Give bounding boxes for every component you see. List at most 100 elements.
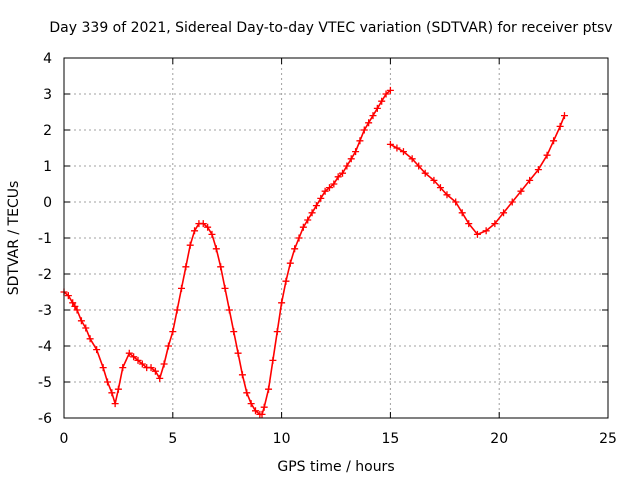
data-point [151, 367, 159, 375]
data-point [491, 220, 499, 228]
data-point [186, 241, 194, 249]
data-point [230, 328, 238, 336]
data-point [212, 245, 220, 253]
data-point [534, 166, 542, 174]
y-tick-label: 4 [43, 51, 52, 67]
data-point [258, 410, 266, 418]
data-point [273, 328, 281, 336]
data-point [138, 360, 146, 368]
data-point [299, 223, 307, 231]
data-point [339, 169, 347, 177]
data-point [182, 263, 190, 271]
data-point [82, 324, 90, 332]
data-point [191, 227, 199, 235]
data-point [415, 162, 423, 170]
data-point [556, 122, 564, 130]
data-point [243, 389, 251, 397]
data-point [291, 245, 299, 253]
data-point [247, 400, 255, 408]
data-point [93, 346, 101, 354]
data-point [217, 263, 225, 271]
data-point [156, 374, 164, 382]
data-point [73, 306, 81, 314]
y-tick-label: -5 [38, 375, 52, 391]
grid-lines [64, 58, 608, 418]
data-point [347, 155, 355, 163]
plot-frame [63, 57, 609, 419]
y-tick-label: -4 [38, 339, 52, 355]
data-point [104, 378, 112, 386]
data-point [321, 187, 329, 195]
data-point [125, 349, 133, 357]
series-sdtvar-late [386, 112, 568, 238]
data-point [452, 198, 460, 206]
y-tick-label: 1 [43, 159, 52, 175]
data-point [265, 385, 273, 393]
data-point [393, 144, 401, 152]
series-sdtvar-main [60, 86, 394, 418]
data-point [295, 234, 303, 242]
data-point [304, 216, 312, 224]
data-point [99, 364, 107, 372]
data-point [86, 335, 94, 343]
data-point [465, 220, 473, 228]
y-tick-labels: -6 -5 -4 -3 -2 -1 0 1 2 3 4 [38, 51, 52, 427]
data-point [251, 407, 259, 415]
y-tick-label: -2 [38, 267, 52, 283]
data-point [365, 119, 373, 127]
data-point [208, 230, 216, 238]
data-point [260, 403, 268, 411]
data-point [269, 356, 277, 364]
x-axis-label: GPS time / hours [277, 459, 394, 475]
data-point [234, 349, 242, 357]
data-point [325, 184, 333, 192]
data-point [71, 302, 79, 310]
x-tick-label: 15 [381, 431, 399, 447]
data-point [386, 140, 394, 148]
data-point [430, 176, 438, 184]
x-tick-label: 10 [273, 431, 291, 447]
data-point [526, 176, 534, 184]
data-point [508, 198, 516, 206]
data-point [178, 284, 186, 292]
data-point [286, 259, 294, 267]
data-point [343, 162, 351, 170]
x-tick-label: 5 [168, 431, 177, 447]
data-point [378, 97, 386, 105]
data-point [64, 292, 72, 300]
data-point [134, 356, 142, 364]
data-point [69, 299, 77, 307]
data-point [386, 86, 394, 94]
data-point [399, 148, 407, 156]
data-point [204, 223, 212, 231]
data-point [169, 328, 177, 336]
x-tick-label: 0 [60, 431, 69, 447]
data-point [421, 169, 429, 177]
data-point [369, 112, 377, 120]
data-point [373, 104, 381, 112]
data-point [473, 230, 481, 238]
data-point [111, 400, 119, 408]
chart-title: Day 339 of 2021, Sidereal Day-to-day VTE… [49, 20, 612, 36]
y-axis-label: SDTVAR / TECUs [6, 181, 22, 296]
data-point [221, 284, 229, 292]
y-tick-label: 2 [43, 123, 52, 139]
data-point [130, 353, 138, 361]
data-point [482, 227, 490, 235]
data-point [334, 173, 342, 181]
data-series [60, 86, 568, 418]
y-tick-label: -6 [38, 411, 52, 427]
data-point [317, 194, 325, 202]
y-tick-label: -1 [38, 231, 52, 247]
y-tick-label: -3 [38, 303, 52, 319]
data-point [278, 299, 286, 307]
data-point [543, 151, 551, 159]
series-trace [389, 114, 566, 236]
data-point [560, 112, 568, 120]
data-point [199, 220, 207, 228]
data-point [352, 148, 360, 156]
data-point [312, 202, 320, 210]
x-tick-labels: 0 5 10 15 20 25 [60, 431, 617, 447]
